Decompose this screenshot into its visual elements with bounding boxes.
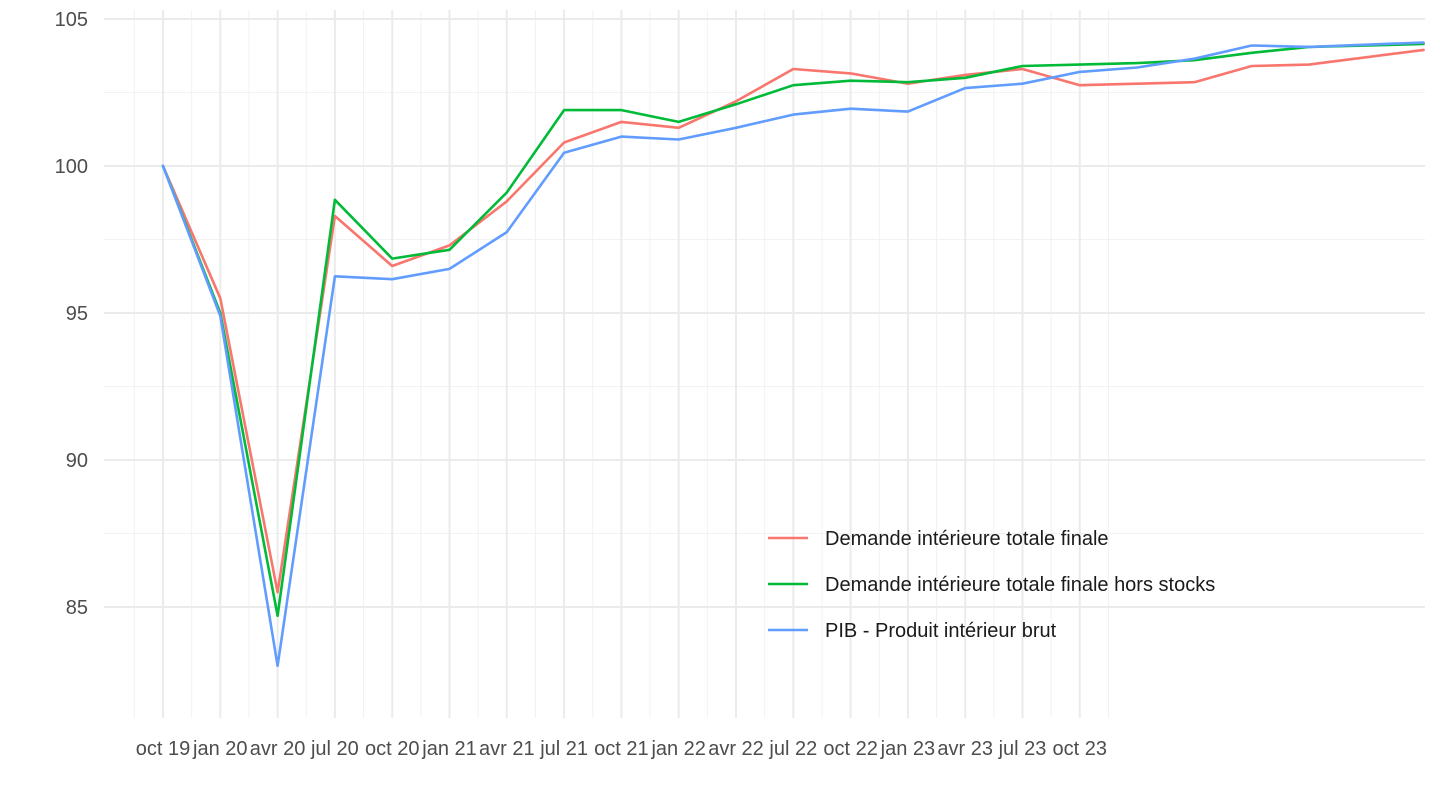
y-tick-label: 85 [66, 597, 88, 619]
y-tick-label: 90 [66, 450, 88, 472]
grid-minor [104, 10, 1425, 718]
x-tick-label: avr 22 [708, 738, 764, 760]
x-tick-label: jan 20 [192, 738, 248, 760]
x-tick-label: jan 22 [650, 738, 706, 760]
grid-major [104, 10, 1425, 718]
x-tick-label: avr 23 [937, 738, 993, 760]
x-tick-label: jul 23 [998, 738, 1047, 760]
y-tick-label: 105 [55, 9, 88, 31]
x-tick-label: oct 23 [1053, 738, 1107, 760]
y-axis: 85 90 95 100 105 [55, 9, 88, 619]
x-tick-label: jan 23 [880, 738, 936, 760]
x-tick-label: avr 21 [479, 738, 535, 760]
y-tick-label: 100 [55, 156, 88, 178]
series-line-2 [161, 42, 1425, 618]
series-line-1 [161, 48, 1425, 594]
x-tick-label: oct 21 [594, 738, 648, 760]
x-tick-label: jan 21 [421, 738, 477, 760]
legend: Demande intérieure totale finale Demande … [768, 528, 1215, 642]
y-tick-label: 95 [66, 303, 88, 325]
legend-label-1: Demande intérieure totale finale [825, 528, 1109, 550]
x-axis: oct 19 jan 20 avr 20 jul 20 oct 20 jan 21 avr … [136, 738, 1107, 760]
series-lines [161, 41, 1425, 668]
x-tick-label: oct 22 [823, 738, 877, 760]
x-tick-label: oct 19 [136, 738, 190, 760]
x-tick-label: jul 22 [768, 738, 817, 760]
series-line-3 [161, 41, 1425, 668]
x-tick-label: jul 20 [310, 738, 359, 760]
x-tick-label: oct 20 [365, 738, 419, 760]
legend-label-2: Demande intérieure totale finale hors st… [825, 574, 1215, 596]
x-tick-label: avr 20 [250, 738, 306, 760]
x-tick-label: jul 21 [539, 738, 588, 760]
legend-label-3: PIB - Produit intérieur brut [825, 620, 1057, 642]
